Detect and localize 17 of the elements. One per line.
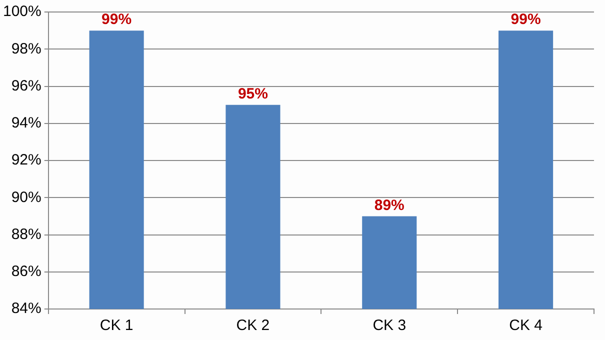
x-tick-label: CK 2: [236, 317, 270, 334]
y-tick-label: 84%: [11, 300, 42, 318]
y-tick-label: 94%: [11, 114, 42, 132]
y-tick-label: 100%: [2, 3, 42, 20]
x-tick-label: CK 4: [509, 317, 542, 334]
y-tick-label: 98%: [11, 40, 42, 58]
y-tick-label: 86%: [11, 263, 42, 280]
x-tick-label: CK 1: [100, 317, 134, 334]
data-label: 95%: [238, 85, 268, 102]
y-tick-label: 92%: [11, 152, 42, 169]
y-tick-label: 96%: [11, 77, 42, 94]
data-label: 99%: [510, 11, 541, 28]
y-tick-label: 88%: [11, 226, 42, 243]
data-label: 89%: [374, 196, 404, 214]
y-tick-label: 90%: [11, 188, 42, 206]
x-tick-label: CK 3: [372, 317, 406, 334]
data-label: 99%: [102, 11, 132, 28]
